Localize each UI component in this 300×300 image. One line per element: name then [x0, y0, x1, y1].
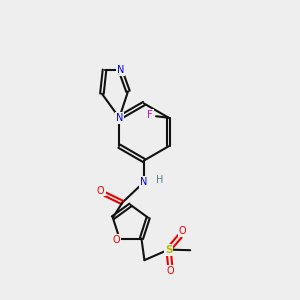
Text: H: H	[156, 175, 163, 185]
Text: N: N	[140, 177, 148, 187]
Text: N: N	[116, 113, 123, 123]
Text: O: O	[178, 226, 186, 236]
Text: N: N	[116, 65, 124, 75]
Text: S: S	[165, 244, 172, 255]
Text: O: O	[97, 185, 105, 196]
Text: O: O	[113, 235, 120, 245]
Text: O: O	[166, 266, 174, 276]
Text: F: F	[147, 110, 153, 120]
